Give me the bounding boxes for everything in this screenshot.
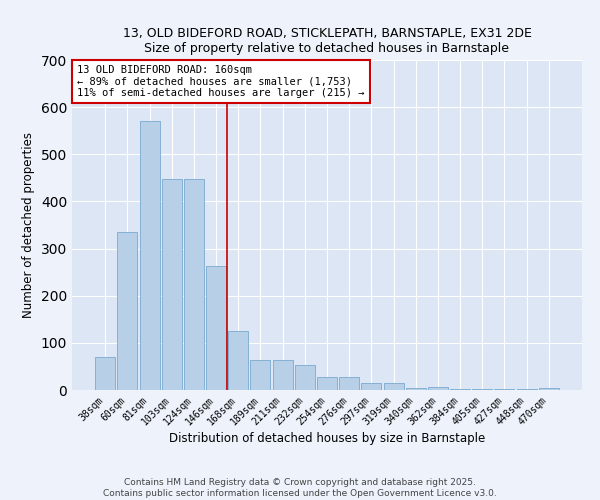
Bar [118, 232, 137, 390]
Title: 13, OLD BIDEFORD ROAD, STICKLEPATH, BARNSTAPLE, EX31 2DE
Size of property relati: 13, OLD BIDEFORD ROAD, STICKLEPATH, BARN… [122, 26, 532, 54]
Bar [361, 383, 382, 390]
Bar [472, 389, 492, 390]
Bar [184, 180, 204, 390]
Bar [250, 360, 271, 390]
Bar [339, 377, 359, 390]
Bar [295, 366, 315, 390]
Bar [206, 266, 226, 390]
Bar [95, 357, 115, 390]
Bar [317, 377, 337, 390]
Bar [383, 383, 404, 390]
Bar [494, 389, 514, 390]
Bar [517, 389, 536, 390]
X-axis label: Distribution of detached houses by size in Barnstaple: Distribution of detached houses by size … [169, 432, 485, 446]
Bar [228, 331, 248, 390]
Bar [428, 386, 448, 390]
Text: Contains HM Land Registry data © Crown copyright and database right 2025.
Contai: Contains HM Land Registry data © Crown c… [103, 478, 497, 498]
Bar [450, 389, 470, 390]
Bar [140, 122, 160, 390]
Bar [406, 388, 426, 390]
Bar [162, 180, 182, 390]
Bar [272, 360, 293, 390]
Bar [539, 388, 559, 390]
Y-axis label: Number of detached properties: Number of detached properties [22, 132, 35, 318]
Text: 13 OLD BIDEFORD ROAD: 160sqm
← 89% of detached houses are smaller (1,753)
11% of: 13 OLD BIDEFORD ROAD: 160sqm ← 89% of de… [77, 65, 365, 98]
